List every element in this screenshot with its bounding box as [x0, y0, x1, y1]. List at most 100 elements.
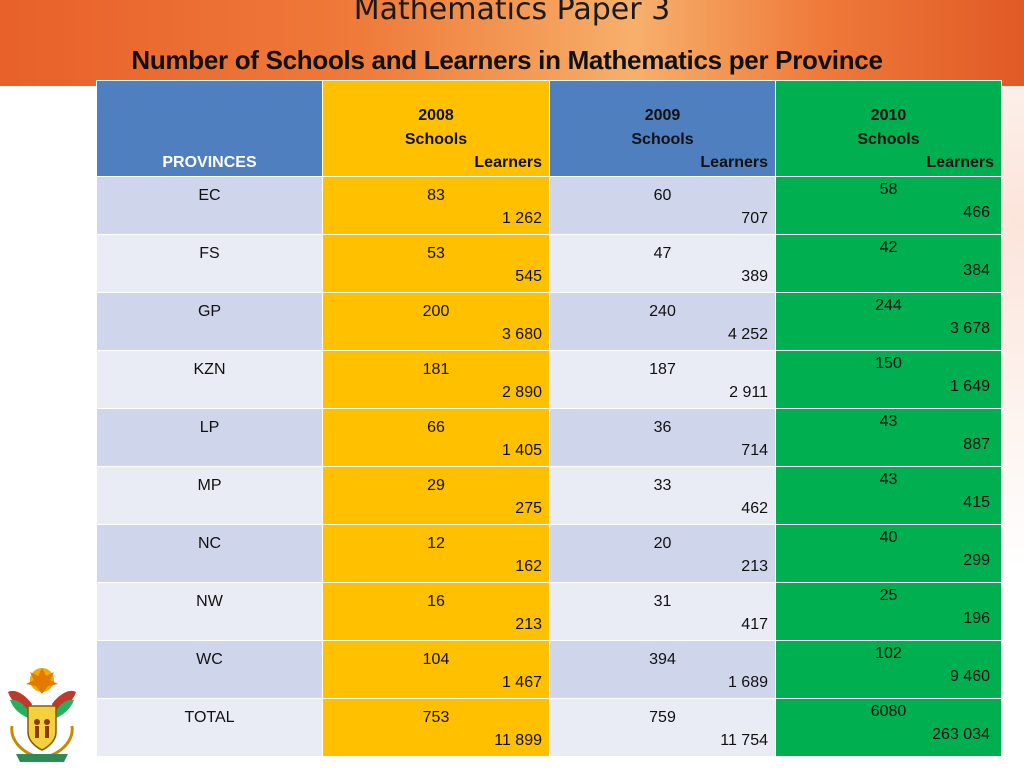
table-row: LP 66 1 405 36 714 43 887	[96, 408, 1002, 467]
schools-value: 36	[653, 419, 672, 436]
schools-value: 60	[653, 187, 672, 204]
learners-value: 389	[741, 268, 768, 285]
header-year-label: 2009	[644, 107, 681, 124]
learners-value: 415	[963, 494, 990, 511]
province-cell: EC	[96, 176, 323, 235]
schools-value: 29	[427, 477, 445, 494]
cell-2009: 187 2 911	[549, 350, 776, 409]
cell-2008: 200 3 680	[322, 292, 550, 351]
learners-value: 213	[515, 616, 542, 633]
cell-2008: 29 275	[322, 466, 550, 525]
header-year-2008: 2008 Schools Learners	[322, 80, 550, 177]
cell-2009: 33 462	[549, 466, 776, 525]
learners-value: 299	[963, 552, 990, 569]
cell-2009: 31 417	[549, 582, 776, 641]
header-learners-label: Learners	[700, 154, 768, 171]
header-year-label: 2008	[418, 107, 454, 124]
schools-learners-table: PROVINCES 2008 Schools Learners 2009 Sch…	[96, 80, 1002, 757]
cell-2009: 36 714	[549, 408, 776, 467]
slide-subtitle: Number of Schools and Learners in Mathem…	[131, 45, 883, 75]
schools-value: 53	[427, 245, 445, 262]
learners-value: 275	[515, 500, 542, 517]
province-name: KZN	[193, 361, 226, 378]
province-cell: FS	[96, 234, 323, 293]
province-name: FS	[199, 245, 220, 262]
cell-2009: 60 707	[549, 176, 776, 235]
schools-value: 200	[422, 303, 450, 320]
learners-value: 384	[963, 262, 990, 279]
header-learners-label: Learners	[926, 154, 994, 171]
schools-value: 102	[875, 645, 902, 662]
table-row: NC 12 162 20 213 40 299	[96, 524, 1002, 583]
learners-value: 2 911	[729, 384, 768, 401]
coat-of-arms-icon	[8, 668, 76, 762]
schools-value: 12	[427, 535, 445, 552]
schools-value: 240	[649, 303, 676, 320]
learners-value: 4 252	[727, 326, 768, 343]
learners-value: 3 678	[949, 320, 990, 337]
schools-value: 753	[422, 709, 450, 726]
cell-2010: 6080 263 034	[775, 698, 1002, 757]
cell-2008: 181 2 890	[322, 350, 550, 409]
table-row: NW 16 213 31 417 25 196	[96, 582, 1002, 641]
header-learners-label: Learners	[474, 154, 542, 171]
learners-value: 714	[741, 442, 768, 459]
cell-2010: 42 384	[775, 234, 1002, 293]
cell-2010: 150 1 649	[775, 350, 1002, 409]
learners-value: 3 680	[501, 326, 542, 343]
province-name: WC	[196, 651, 223, 668]
learners-value: 545	[515, 268, 542, 285]
province-cell: MP	[96, 466, 323, 525]
schools-value: 759	[649, 709, 676, 726]
cell-2010: 58 466	[775, 176, 1002, 235]
cell-2008: 104 1 467	[322, 640, 550, 699]
learners-value: 707	[741, 210, 768, 227]
schools-value: 104	[422, 651, 450, 668]
header-schools-label: Schools	[404, 131, 468, 148]
learners-value: 11 899	[494, 732, 542, 749]
header-year-2010: 2010 Schools Learners	[775, 80, 1002, 177]
cell-2009: 47 389	[549, 234, 776, 293]
province-cell: WC	[96, 640, 323, 699]
cell-2008: 12 162	[322, 524, 550, 583]
table-row: GP 200 3 680 240 4 252 244 3 678	[96, 292, 1002, 351]
learners-value: 1 649	[949, 378, 990, 395]
cell-2009: 240 4 252	[549, 292, 776, 351]
learners-value: 462	[741, 500, 768, 517]
province-name: NW	[196, 593, 223, 610]
schools-value: 20	[653, 535, 672, 552]
cell-2009: 394 1 689	[549, 640, 776, 699]
schools-value: 40	[879, 529, 898, 546]
header-year-2009: 2009 Schools Learners	[549, 80, 776, 177]
learners-value: 1 689	[727, 674, 768, 691]
cell-2009: 759 11 754	[549, 698, 776, 757]
learners-value: 9 460	[949, 668, 990, 685]
schools-value: 244	[875, 297, 902, 314]
header-provinces-label: PROVINCES	[162, 154, 257, 171]
schools-value: 31	[653, 593, 672, 610]
schools-value: 16	[427, 593, 445, 610]
cell-2008: 66 1 405	[322, 408, 550, 467]
learners-value: 11 754	[720, 732, 768, 749]
cell-2008: 16 213	[322, 582, 550, 641]
schools-value: 150	[875, 355, 902, 372]
province-name: TOTAL	[184, 709, 235, 726]
schools-value: 43	[879, 413, 898, 430]
slide-title: Mathematics Paper 3	[353, 0, 671, 27]
schools-value: 181	[422, 361, 450, 378]
schools-value: 43	[879, 471, 898, 488]
province-name: LP	[199, 419, 220, 436]
schools-value: 25	[879, 587, 898, 604]
learners-value: 417	[741, 616, 768, 633]
province-cell: KZN	[96, 350, 323, 409]
table-row-total: TOTAL 753 11 899 759 11 754 6080 263 034	[96, 698, 1002, 757]
header-banner	[0, 0, 1024, 86]
table-row: WC 104 1 467 394 1 689 102 9 460	[96, 640, 1002, 699]
cell-2008: 83 1 262	[322, 176, 550, 235]
cell-2010: 43 415	[775, 466, 1002, 525]
province-cell: GP	[96, 292, 323, 351]
province-name: MP	[197, 477, 222, 494]
table-header-row: PROVINCES 2008 Schools Learners 2009 Sch…	[96, 80, 1002, 177]
learners-value: 1 467	[501, 674, 542, 691]
learners-value: 466	[963, 204, 990, 221]
